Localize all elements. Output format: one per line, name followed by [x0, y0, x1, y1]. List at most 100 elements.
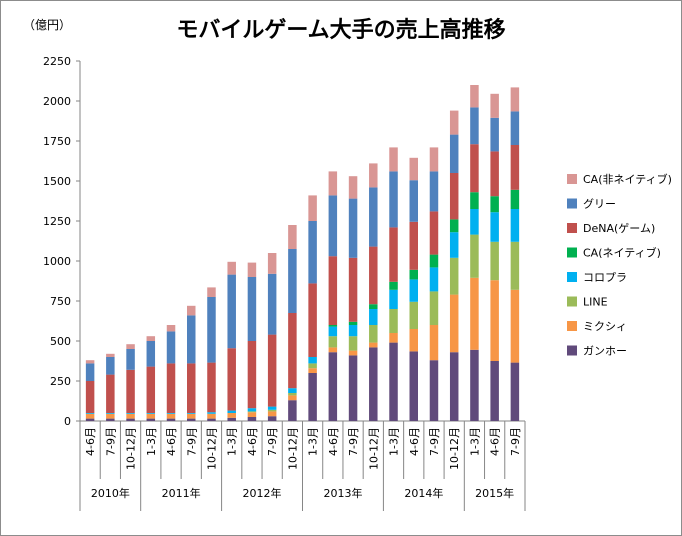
bar-segment	[409, 329, 418, 352]
bar-segment	[85, 413, 95, 414]
bar-segment	[510, 189, 520, 209]
bar-segment	[389, 289, 398, 309]
series-1	[85, 342, 520, 421]
bar-segment	[106, 357, 115, 375]
legend-label: LINE	[583, 296, 608, 309]
bar-segment	[389, 281, 398, 290]
bar-segment	[328, 326, 338, 337]
x-category-label: 4-6月	[327, 427, 340, 456]
bar-segment	[187, 413, 196, 414]
bar-segment	[490, 93, 499, 118]
bar-segment	[389, 309, 398, 333]
x-category-label: 1-3月	[226, 427, 239, 456]
bar-segment	[369, 347, 378, 421]
y-tick-label: 1000	[43, 255, 71, 268]
bar-segment	[106, 353, 115, 357]
bar-segment	[85, 363, 95, 381]
x-year-label: 2010年	[91, 486, 130, 500]
y-tick-label: 250	[50, 375, 71, 388]
bar-segment	[247, 408, 257, 412]
bar-segment	[288, 225, 297, 249]
x-year-label: 2015年	[475, 486, 514, 500]
bar-segment	[207, 412, 216, 414]
bar-segment	[369, 325, 378, 343]
bar-segment	[470, 349, 479, 421]
bar-segment	[288, 393, 297, 396]
bar-segment	[470, 144, 479, 193]
bar-segment	[308, 221, 317, 284]
x-category-label: 10-12月	[448, 427, 461, 470]
bar-segment	[187, 315, 196, 364]
bar-segment	[429, 267, 439, 292]
bar-segment	[470, 209, 479, 235]
bar-segment	[369, 163, 378, 188]
bar-segment	[227, 274, 236, 349]
bar-segment	[470, 234, 479, 278]
y-tick-label: 500	[50, 335, 71, 348]
bar-segment	[85, 418, 95, 421]
bar-segment	[106, 374, 115, 413]
legend-swatch	[567, 247, 577, 258]
bar-segment	[308, 195, 317, 221]
bar-segment	[429, 171, 439, 212]
x-category-label: 1-3月	[307, 427, 320, 456]
bar-segment	[409, 221, 418, 270]
bar-segment	[227, 410, 236, 413]
bar-segment	[449, 219, 459, 233]
bar-segment	[207, 297, 216, 363]
bar-segment	[429, 360, 439, 421]
bar-segment	[126, 369, 135, 413]
series-5	[328, 189, 520, 327]
bar-segment	[449, 232, 459, 258]
bar-segment	[389, 171, 398, 228]
bar-segment	[207, 362, 216, 413]
bar-segment	[288, 388, 297, 393]
x-category-label: 10-12月	[367, 427, 380, 470]
bar-segment	[348, 336, 358, 351]
bar-segment	[449, 294, 459, 353]
bar-segment	[187, 305, 196, 316]
bar-segment	[267, 273, 277, 335]
bar-segment	[267, 409, 277, 412]
bar-segment	[247, 277, 257, 341]
bar-segment	[146, 366, 156, 413]
series-4	[85, 209, 520, 414]
bar-segment	[429, 147, 439, 172]
bar-segment	[510, 362, 520, 421]
x-year-label: 2013年	[323, 486, 362, 500]
bar-segment	[308, 373, 317, 421]
legend-swatch	[567, 223, 577, 233]
y-tick-label: 750	[50, 295, 71, 308]
bar-segment	[348, 176, 358, 199]
bar-segment	[227, 348, 236, 411]
bar-segment	[470, 277, 479, 350]
bar-segment	[126, 413, 135, 414]
bar-segment	[429, 254, 439, 268]
legend-label: CA(ネイティブ)	[583, 246, 661, 260]
x-category-label: 7-9月	[266, 427, 279, 456]
bar-segment	[146, 413, 156, 419]
x-category-label: 7-9月	[104, 427, 117, 456]
bar-segment	[267, 334, 277, 407]
bar-segment	[288, 249, 297, 313]
bar-segment	[247, 412, 257, 417]
bar-segment	[146, 418, 156, 421]
bar-segment	[490, 361, 499, 421]
bar-segment	[429, 211, 439, 255]
bar-segment	[227, 413, 236, 418]
bar-segment	[409, 180, 418, 222]
bar-segment	[166, 418, 176, 421]
y-axis-unit-label: （億円）	[23, 18, 71, 32]
legend-swatch	[567, 345, 577, 356]
bar-segment	[449, 173, 459, 220]
bar-segment	[369, 309, 378, 325]
bar-segment	[187, 363, 196, 413]
bar-segment	[470, 85, 479, 108]
bar-segment	[348, 198, 358, 258]
bar-segment	[288, 400, 297, 421]
legend-label: ミクシィ	[583, 320, 627, 333]
bar-segment	[247, 417, 257, 421]
bar-segment	[409, 157, 418, 181]
series-6	[85, 144, 520, 413]
